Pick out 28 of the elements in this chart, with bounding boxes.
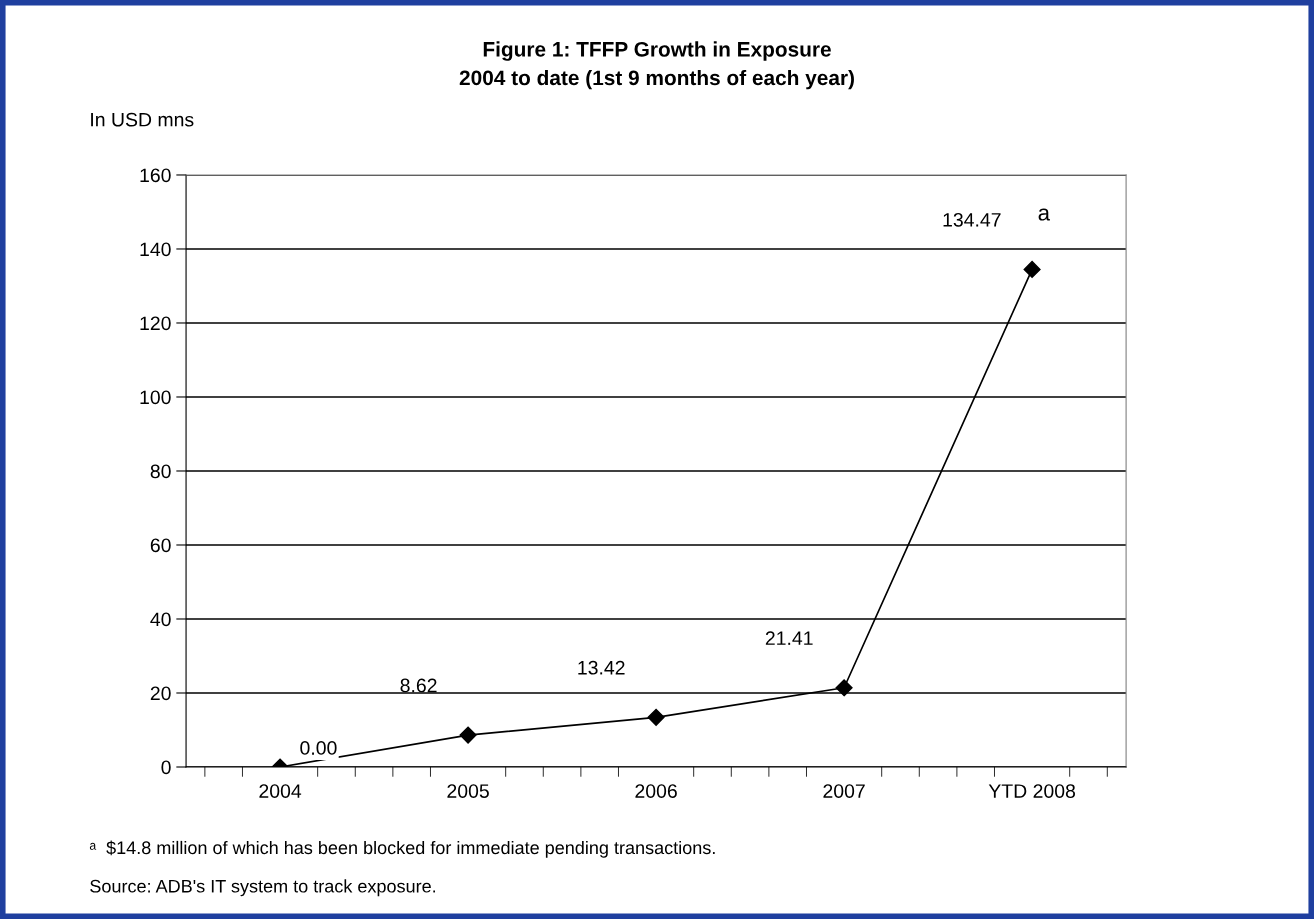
data-label: 21.41: [765, 631, 813, 645]
data-label: 8.62: [400, 678, 437, 693]
x-tick-label: 2005: [447, 784, 489, 798]
data-label: 13.42: [578, 660, 625, 675]
y-tick-label: 100: [140, 390, 171, 405]
y-tick-label: 20: [150, 686, 171, 701]
x-tick-label: 2006: [635, 784, 677, 798]
data-label: 134.47: [943, 212, 1001, 227]
source-note: Source: ADB's IT system to track exposure.: [90, 879, 436, 897]
text: ᵃ $14.8 million of which has been blocked for immediate pending transactions.: [89, 840, 715, 858]
chart-title: Figure 1: TFFP Growth in Exposure 2004 to date (1st 9 months of each year): [459, 41, 854, 90]
point: [459, 726, 477, 744]
y-tick-label: 80: [150, 464, 171, 479]
y-axis-title: In USD mns: [91, 112, 194, 127]
point: [1023, 260, 1041, 278]
point: [647, 708, 665, 726]
y-tick-label: 120: [140, 316, 171, 331]
y-tick-label: 0: [161, 760, 171, 775]
point: [835, 679, 853, 697]
y-tick-label: 160: [140, 168, 171, 183]
y-tick-label: 140: [140, 242, 171, 257]
y-tick-label: 40: [150, 612, 171, 627]
y-tick-label: 60: [150, 538, 171, 553]
annotation: a: [1038, 208, 1051, 221]
x-tick-label: 2004: [259, 784, 302, 798]
data-label: 0.00: [300, 741, 337, 755]
x-tick-label: 2007: [823, 784, 865, 798]
x-tick-label: YTD 2008: [988, 784, 1076, 798]
